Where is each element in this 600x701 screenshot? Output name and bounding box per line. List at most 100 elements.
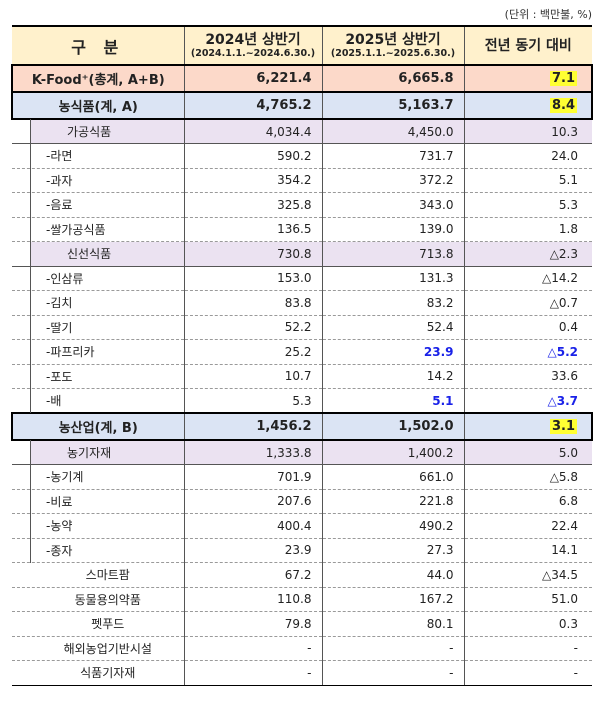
row-label: -종자 (12, 537, 184, 563)
value-2024: 110.8 (183, 587, 322, 612)
yoy-change: △2.3 (463, 241, 592, 267)
table-row-item: -배 5.3 5.1 △3.7 (12, 388, 592, 414)
value-2024: 6,221.4 (183, 64, 322, 93)
yoy-change: △34.5 (463, 562, 592, 588)
table-header: 구 분 2024년 상반기 (2024.1.1.~2024.6.30.) 202… (12, 25, 592, 66)
row-label: -김치 (12, 290, 184, 316)
table-row-item: -쌀가공식품 136.5 139.0 1.8 (12, 216, 592, 242)
yoy-change: - (463, 660, 592, 686)
value-2025: 83.2 (321, 290, 464, 316)
row-label: -라면 (12, 143, 184, 169)
value-2024: 23.9 (183, 538, 322, 563)
row-label: K-Food⁺(총계, A+B) (11, 64, 184, 93)
header-2024: 2024년 상반기 (2024.1.1.~2024.6.30.) (183, 25, 322, 66)
yoy-change: 5.0 (463, 440, 592, 465)
table-row-item: -김치 83.8 83.2 △0.7 (12, 290, 592, 316)
yoy-change: 22.4 (463, 513, 592, 539)
value-2024: 67.2 (183, 562, 322, 588)
value-2025: 731.7 (321, 143, 464, 169)
table-row-other: 스마트팜 67.2 44.0 △34.5 (12, 562, 592, 588)
table-row-item: -포도 10.7 14.2 33.6 (12, 363, 592, 389)
value-2024: 153.0 (183, 266, 322, 291)
row-label: -비료 (12, 488, 184, 514)
value-2025: - (321, 636, 464, 661)
row-label: 스마트팜 (12, 562, 184, 588)
row-label: 펫푸드 (12, 611, 184, 637)
table-row-item: -인삼류 153.0 131.3 △14.2 (12, 265, 592, 291)
yoy-change: △3.7 (463, 388, 592, 414)
value-2025: 139.0 (321, 217, 464, 242)
table-row-item: -파프리카 25.2 23.9 △5.2 (12, 339, 592, 365)
table-row-item: -과자 354.2 372.2 5.1 (12, 167, 592, 193)
value-2025: 80.1 (321, 611, 464, 637)
row-label: -딸기 (12, 314, 184, 340)
value-2025: 27.3 (321, 538, 464, 563)
yoy-change: 7.1 (463, 64, 593, 93)
value-2025: 4,450.0 (321, 119, 464, 144)
yoy-change: 5.1 (463, 168, 592, 193)
table-row-item: -농기계 701.9 661.0 △5.8 (12, 464, 592, 490)
value-2024: 4,034.4 (183, 119, 322, 144)
value-2024: 52.2 (183, 315, 322, 340)
yoy-change: 1.8 (463, 217, 592, 242)
value-2024: 4,765.2 (183, 91, 322, 120)
table-row-sub: 신선식품 730.8 713.8 △2.3 (12, 241, 592, 267)
value-2025: 6,665.8 (321, 64, 464, 93)
value-2024: 701.9 (183, 464, 322, 490)
value-2024: 136.5 (183, 217, 322, 242)
value-2024: 10.7 (183, 364, 322, 389)
yoy-change: 6.8 (463, 489, 592, 514)
table-row-other: 식품기자재 - - - (12, 660, 592, 686)
row-label: -과자 (12, 167, 184, 193)
row-label: 신선식품 (12, 241, 184, 267)
row-label: 농식품(계, A) (11, 91, 184, 120)
table-row-item: -농약 400.4 490.2 22.4 (12, 513, 592, 539)
table-row-group: 농식품(계, A) 4,765.2 5,163.7 8.4 (11, 91, 593, 120)
export-table: 구 분 2024년 상반기 (2024.1.1.~2024.6.30.) 202… (11, 25, 593, 686)
table-body: K-Food⁺(총계, A+B) 6,221.4 6,665.8 7.1 농식품(계, … (11, 64, 593, 686)
yoy-change: 33.6 (463, 364, 592, 389)
value-2024: - (183, 660, 322, 686)
table-row-sub: 가공식품 4,034.4 4,450.0 10.3 (12, 119, 592, 144)
value-2025: 221.8 (321, 489, 464, 514)
table-row-other: 해외농업기반시설 - - - (12, 636, 592, 661)
value-2025: 661.0 (321, 464, 464, 490)
yoy-change: △5.8 (463, 464, 592, 490)
row-label: 농기자재 (12, 440, 184, 465)
yoy-change: - (463, 636, 592, 661)
value-2025: 131.3 (321, 266, 464, 291)
yoy-change: 24.0 (463, 143, 592, 169)
value-2024: 354.2 (183, 168, 322, 193)
value-2024: 1,333.8 (183, 440, 322, 465)
header-category: 구 분 (12, 25, 184, 66)
yoy-change: 0.3 (463, 611, 592, 637)
value-2024: 1,456.2 (183, 412, 322, 441)
row-label: 식품기자재 (12, 660, 184, 686)
table-row-item: -딸기 52.2 52.4 0.4 (12, 314, 592, 340)
value-2024: 325.8 (183, 192, 322, 218)
row-label: -농기계 (12, 464, 184, 490)
yoy-change: 0.4 (463, 315, 592, 340)
table-row-total: K-Food⁺(총계, A+B) 6,221.4 6,665.8 7.1 (11, 64, 593, 93)
value-2024: 730.8 (183, 241, 322, 267)
value-2025: 372.2 (321, 168, 464, 193)
row-label: 해외농업기반시설 (12, 636, 184, 661)
unit-note: (단위 : 백만불, %) (504, 8, 592, 21)
row-label: -파프리카 (12, 339, 184, 365)
table-row-other: 동물용의약품 110.8 167.2 51.0 (12, 587, 592, 612)
table-row-item: -음료 325.8 343.0 5.3 (12, 192, 592, 218)
yoy-change: 14.1 (463, 538, 592, 563)
table-row-sub: 농기자재 1,333.8 1,400.2 5.0 (12, 440, 592, 465)
value-2024: 83.8 (183, 290, 322, 316)
yoy-change: △14.2 (463, 266, 592, 291)
table-row-item: -비료 207.6 221.8 6.8 (12, 488, 592, 514)
value-2024: 5.3 (183, 388, 322, 414)
row-label: -포도 (12, 363, 184, 389)
table-row-other: 펫푸드 79.8 80.1 0.3 (12, 611, 592, 637)
yoy-change: 10.3 (463, 119, 592, 144)
yoy-change: 8.4 (463, 91, 593, 120)
table-row-item: -종자 23.9 27.3 14.1 (12, 537, 592, 563)
row-label: -쌀가공식품 (12, 216, 184, 242)
value-2024: 25.2 (183, 339, 322, 365)
value-2025: 23.9 (321, 339, 464, 365)
